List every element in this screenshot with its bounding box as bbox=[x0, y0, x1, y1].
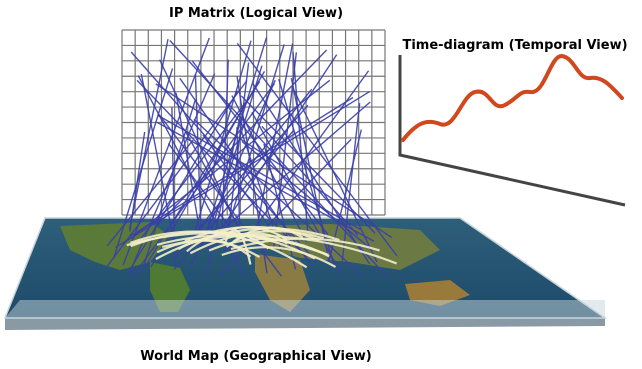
ip-link bbox=[241, 96, 375, 233]
ice bbox=[5, 300, 605, 318]
map-edge bbox=[5, 318, 605, 330]
ip-matrix-title: IP Matrix (Logical View) bbox=[169, 6, 343, 21]
time-curve bbox=[403, 56, 622, 140]
world-map-title: World Map (Geographical View) bbox=[140, 349, 371, 364]
scene: IP Matrix (Logical View) Time-diagram (T… bbox=[0, 0, 642, 369]
time-diagram-title: Time-diagram (Temporal View) bbox=[402, 38, 627, 53]
time-diagram bbox=[400, 55, 625, 205]
